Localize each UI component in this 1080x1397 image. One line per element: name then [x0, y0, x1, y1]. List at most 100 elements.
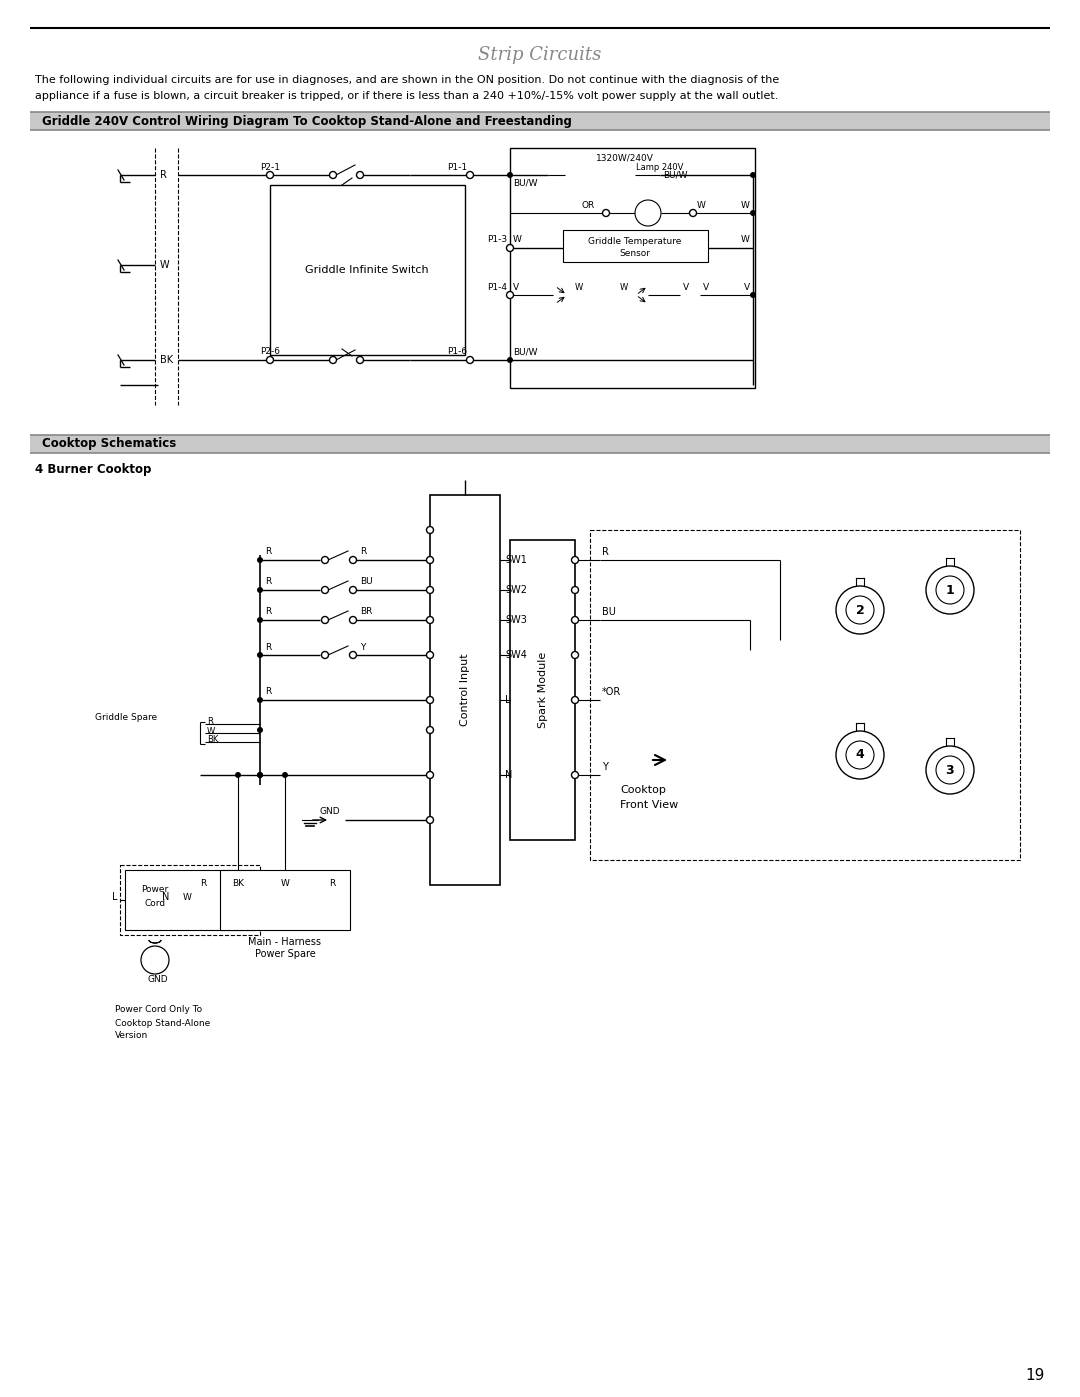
Text: N: N	[162, 893, 170, 902]
Text: R: R	[265, 548, 271, 556]
Text: BU: BU	[360, 577, 373, 587]
Text: V: V	[513, 282, 519, 292]
Text: BR: BR	[360, 608, 373, 616]
Text: L: L	[505, 694, 511, 705]
Circle shape	[427, 726, 433, 733]
Circle shape	[507, 244, 513, 251]
Text: OR: OR	[582, 201, 595, 210]
Circle shape	[936, 576, 964, 604]
Text: BU/W: BU/W	[663, 170, 688, 179]
Circle shape	[257, 557, 264, 563]
Circle shape	[427, 587, 433, 594]
Circle shape	[467, 172, 473, 179]
Circle shape	[836, 731, 885, 780]
Circle shape	[427, 771, 433, 778]
Circle shape	[329, 356, 337, 363]
Text: BK: BK	[160, 355, 173, 365]
Text: Griddle Spare: Griddle Spare	[95, 714, 157, 722]
Circle shape	[846, 740, 874, 768]
Text: Version: Version	[114, 1031, 148, 1041]
Circle shape	[467, 356, 473, 363]
Text: R: R	[265, 687, 271, 697]
Circle shape	[507, 292, 513, 299]
Text: Griddle Temperature: Griddle Temperature	[589, 236, 681, 246]
Circle shape	[571, 651, 579, 658]
Circle shape	[322, 616, 328, 623]
Text: Cord: Cord	[145, 900, 165, 908]
Text: W: W	[207, 726, 215, 735]
Text: Griddle Infinite Switch: Griddle Infinite Switch	[306, 265, 429, 275]
Circle shape	[322, 651, 328, 658]
Circle shape	[507, 172, 513, 177]
Circle shape	[257, 617, 264, 623]
Text: P1-3: P1-3	[487, 236, 507, 244]
Circle shape	[267, 356, 273, 363]
Text: P1-1: P1-1	[447, 162, 467, 172]
Bar	[30, 434, 1050, 453]
Circle shape	[571, 556, 579, 563]
Circle shape	[571, 587, 579, 594]
Text: Y: Y	[602, 761, 608, 773]
Circle shape	[267, 172, 273, 179]
Text: N: N	[505, 770, 512, 780]
Text: W: W	[575, 282, 583, 292]
Text: W: W	[183, 893, 191, 901]
Circle shape	[235, 773, 241, 778]
Text: Y: Y	[360, 643, 365, 651]
Circle shape	[350, 651, 356, 658]
Text: R: R	[160, 170, 167, 180]
Text: Cooktop Schematics: Cooktop Schematics	[42, 437, 176, 450]
Text: BU: BU	[602, 608, 616, 617]
Circle shape	[750, 210, 756, 217]
Text: R: R	[329, 880, 335, 888]
Circle shape	[350, 587, 356, 594]
Text: Cooktop: Cooktop	[620, 785, 666, 795]
Circle shape	[257, 773, 264, 778]
Circle shape	[427, 697, 433, 704]
Text: V: V	[683, 282, 689, 292]
Circle shape	[926, 566, 974, 615]
Circle shape	[926, 746, 974, 793]
Circle shape	[322, 587, 328, 594]
Circle shape	[836, 585, 885, 634]
Text: W: W	[741, 201, 750, 210]
Text: Power Cord Only To: Power Cord Only To	[114, 1006, 202, 1014]
Text: P1-6: P1-6	[447, 348, 467, 356]
Text: Spark Module: Spark Module	[538, 652, 548, 728]
Bar	[30, 112, 1050, 130]
Text: 1: 1	[946, 584, 955, 597]
Bar	[510, 541, 575, 840]
Text: P1-4: P1-4	[487, 282, 507, 292]
Circle shape	[427, 651, 433, 658]
Circle shape	[936, 756, 964, 784]
Text: P2-1: P2-1	[260, 162, 280, 172]
Text: W: W	[620, 282, 629, 292]
Text: GND: GND	[320, 807, 340, 816]
Bar	[430, 495, 500, 886]
Text: The following individual circuits are for use in diagnoses, and are shown in the: The following individual circuits are fo…	[35, 75, 780, 85]
Text: W: W	[697, 201, 706, 210]
Circle shape	[257, 697, 264, 703]
Circle shape	[350, 616, 356, 623]
Bar	[270, 184, 465, 355]
Circle shape	[356, 356, 364, 363]
Text: GND: GND	[148, 975, 168, 985]
Text: R: R	[265, 577, 271, 587]
Text: Main - Harness: Main - Harness	[248, 937, 322, 947]
Text: 3: 3	[946, 764, 955, 777]
Text: L: L	[112, 893, 118, 902]
Circle shape	[689, 210, 697, 217]
Text: W: W	[513, 236, 522, 244]
Text: Lamp 240V: Lamp 240V	[636, 163, 684, 172]
Text: SW4: SW4	[505, 650, 527, 659]
Text: W: W	[281, 880, 289, 888]
Text: SW2: SW2	[505, 585, 527, 595]
Circle shape	[750, 292, 756, 298]
Text: R: R	[265, 643, 271, 651]
Circle shape	[507, 358, 513, 363]
Text: SW1: SW1	[505, 555, 527, 564]
Bar	[125, 870, 255, 930]
Bar	[220, 870, 350, 930]
Text: Sensor: Sensor	[620, 249, 650, 257]
Text: R: R	[200, 880, 206, 888]
